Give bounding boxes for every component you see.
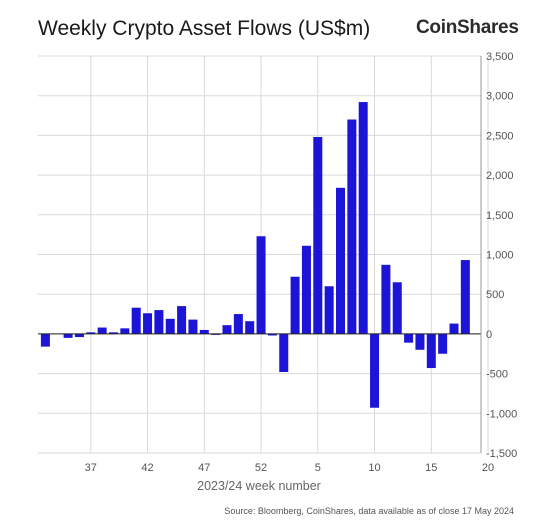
x-axis-label: 2023/24 week number bbox=[197, 479, 321, 493]
x-tick-label: 47 bbox=[198, 462, 210, 474]
y-tick-label: 1,000 bbox=[486, 250, 514, 262]
bar bbox=[460, 260, 470, 334]
bar bbox=[267, 333, 277, 336]
bar bbox=[404, 333, 414, 343]
x-tick-labels: 37 42 47 52 5 10 15 20 bbox=[85, 462, 494, 474]
bar bbox=[143, 313, 153, 334]
bar bbox=[233, 314, 243, 334]
x-tick-label: 37 bbox=[85, 462, 97, 474]
bar bbox=[63, 333, 73, 338]
y-tick-label: 2,000 bbox=[486, 170, 514, 182]
bar bbox=[165, 318, 175, 334]
bar bbox=[154, 310, 164, 334]
coinshares-logo: CoinShares bbox=[416, 17, 519, 38]
bar bbox=[40, 333, 50, 347]
bar bbox=[222, 325, 232, 334]
bar bbox=[381, 264, 391, 334]
bar bbox=[120, 328, 130, 334]
y-tick-label: -1,500 bbox=[486, 448, 517, 460]
x-tick-label: 15 bbox=[425, 462, 437, 474]
bar bbox=[324, 286, 334, 334]
y-tick-label: 3,500 bbox=[486, 51, 514, 63]
bar bbox=[74, 333, 84, 338]
bar bbox=[370, 333, 380, 408]
bar bbox=[426, 333, 436, 369]
x-tick-label: 52 bbox=[255, 462, 267, 474]
y-tick-label: -500 bbox=[486, 369, 508, 381]
bar bbox=[438, 333, 448, 354]
bar bbox=[188, 319, 198, 334]
source-note: Source: Bloomberg, CoinShares, data avai… bbox=[224, 506, 514, 516]
bar bbox=[415, 333, 425, 350]
y-tick-label: -1,000 bbox=[486, 408, 517, 420]
bar bbox=[199, 329, 209, 334]
bar bbox=[449, 323, 459, 334]
bar bbox=[358, 102, 368, 334]
bar bbox=[313, 136, 323, 334]
bar bbox=[301, 245, 311, 334]
bar bbox=[97, 327, 107, 334]
y-tick-label: 2,500 bbox=[486, 130, 514, 142]
bar bbox=[86, 332, 96, 334]
bar bbox=[109, 332, 118, 334]
y-tick-label: 500 bbox=[486, 289, 504, 301]
bar bbox=[245, 321, 255, 334]
bars bbox=[40, 102, 470, 408]
y-tick-label: 0 bbox=[486, 329, 492, 341]
bar bbox=[347, 119, 357, 334]
x-tick-label: 42 bbox=[141, 462, 153, 474]
chart-title: Weekly Crypto Asset Flows (US$m) bbox=[38, 17, 371, 40]
bar bbox=[131, 307, 141, 334]
bar-chart: 3,500 3,000 2,500 2,000 1,500 1,000 500 0 -500 -1… bbox=[38, 51, 517, 493]
bar bbox=[279, 333, 289, 373]
bar bbox=[177, 306, 187, 334]
bar bbox=[392, 282, 402, 334]
bar bbox=[290, 276, 300, 334]
bar bbox=[336, 187, 345, 334]
x-tick-label: 10 bbox=[368, 462, 380, 474]
y-tick-label: 1,500 bbox=[486, 210, 514, 222]
x-tick-label: 20 bbox=[482, 462, 494, 474]
y-tick-label: 3,000 bbox=[486, 91, 514, 103]
y-tick-labels: 3,500 3,000 2,500 2,000 1,500 1,000 500 0 -500 -1… bbox=[486, 51, 517, 460]
bar bbox=[256, 236, 266, 334]
x-tick-label: 5 bbox=[315, 462, 321, 474]
